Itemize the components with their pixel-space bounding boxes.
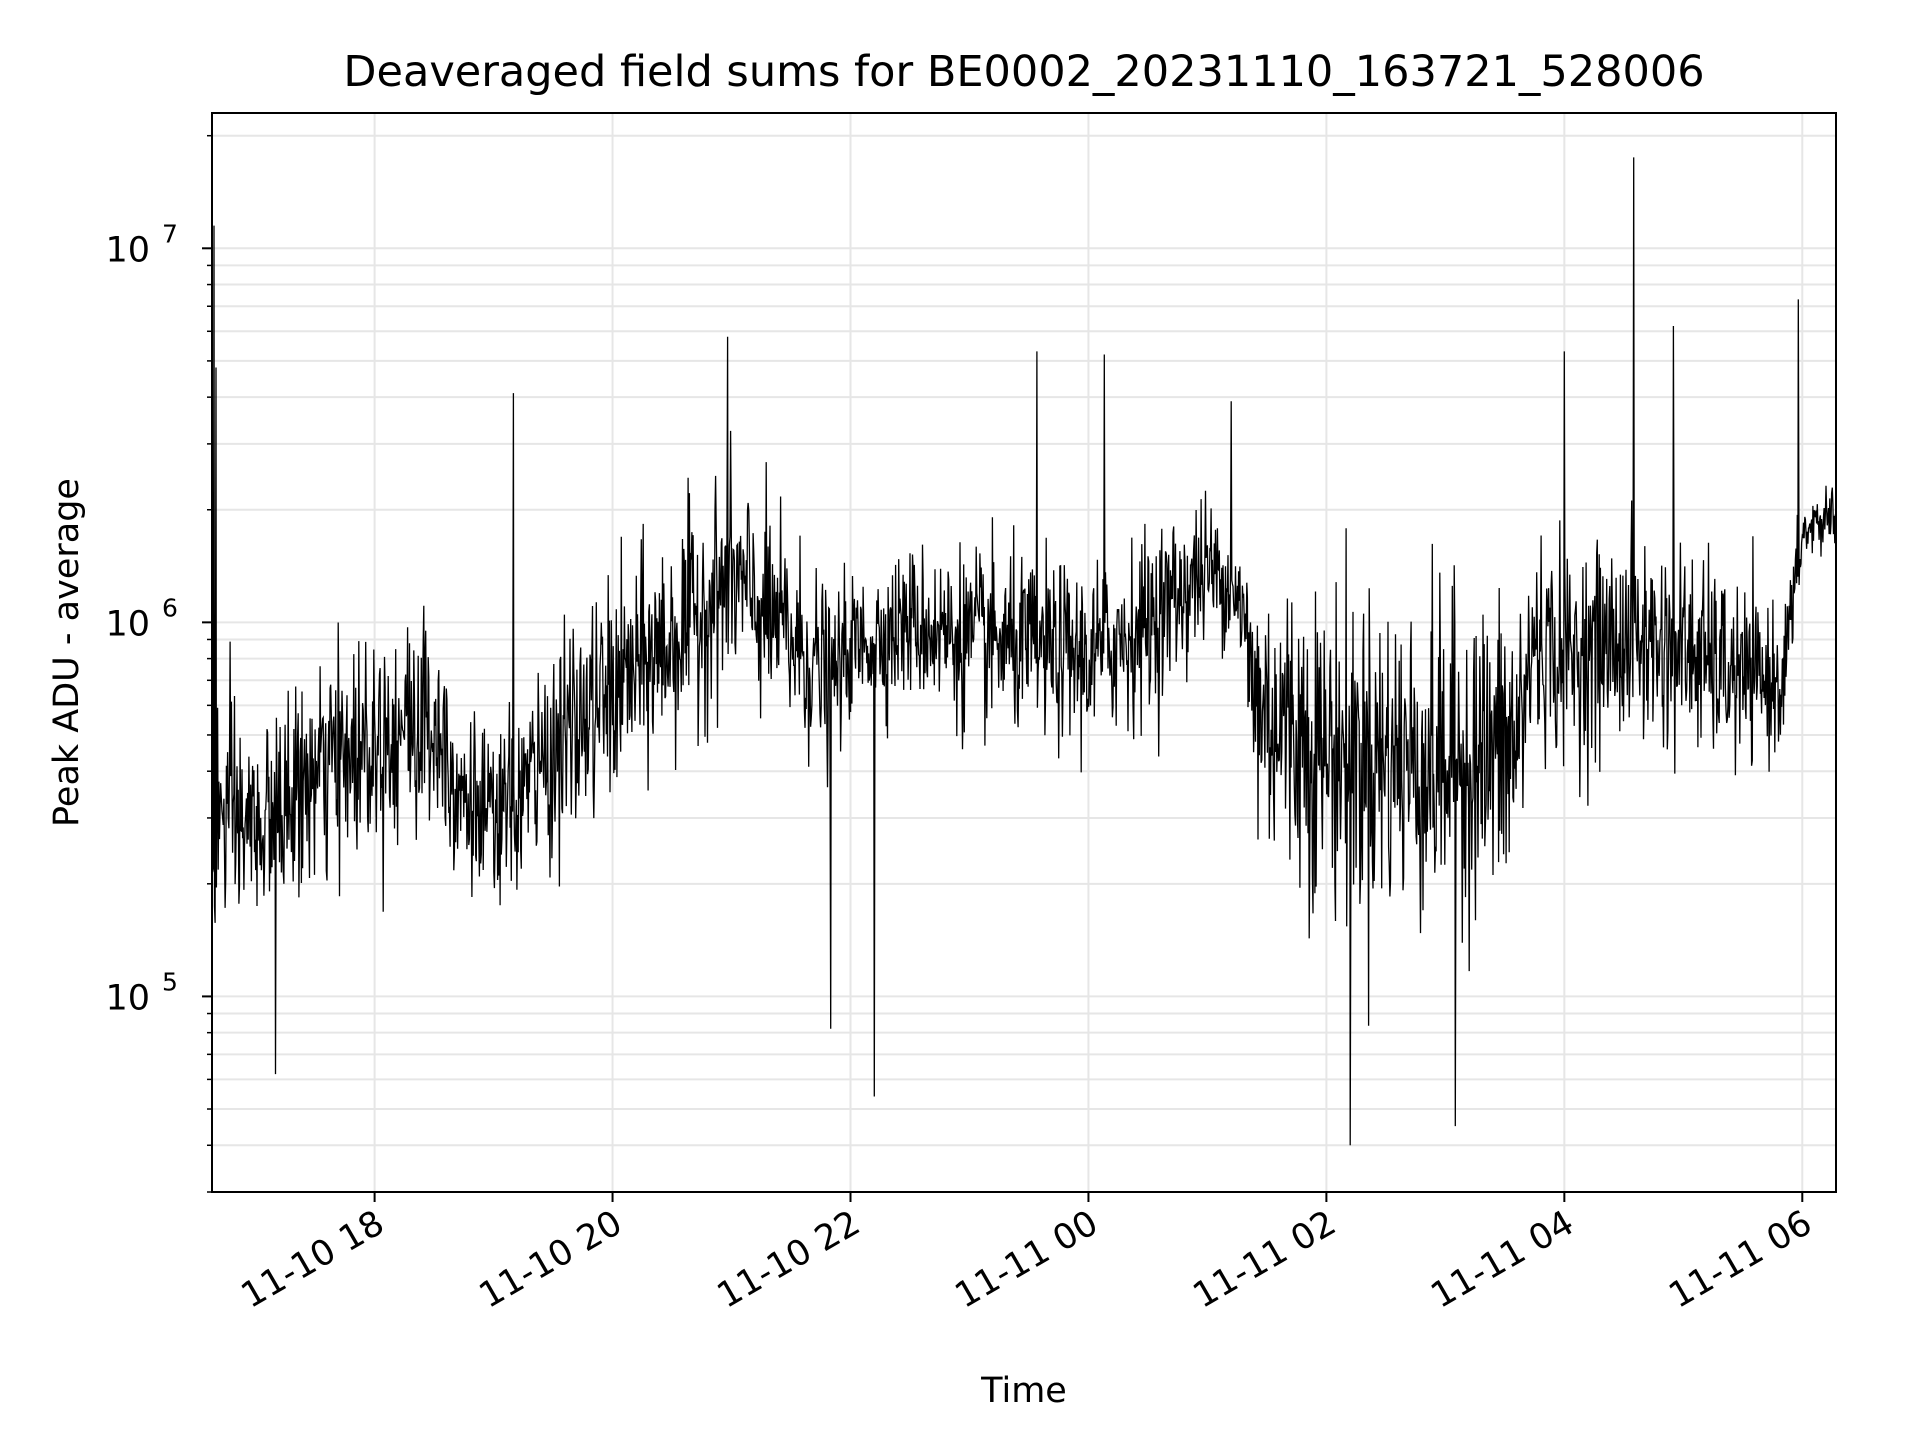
series-path [211, 157, 1837, 1146]
y-tick-label: 10 [105, 978, 150, 1018]
x-axis-label: Time [980, 1371, 1067, 1411]
y-tick-label: 10 [105, 230, 150, 270]
y-tick-exponent: 7 [162, 219, 178, 248]
series-line [211, 157, 1837, 1146]
chart-title: Deaveraged field sums for BE0002_2023111… [343, 47, 1704, 97]
y-tick-exponent: 5 [162, 967, 178, 996]
y-tick-label: 10 [105, 604, 150, 644]
y-axis-label: Peak ADU - average [47, 478, 87, 827]
plot-frame [211, 112, 1837, 1193]
y-tick-exponent: 6 [162, 593, 178, 622]
